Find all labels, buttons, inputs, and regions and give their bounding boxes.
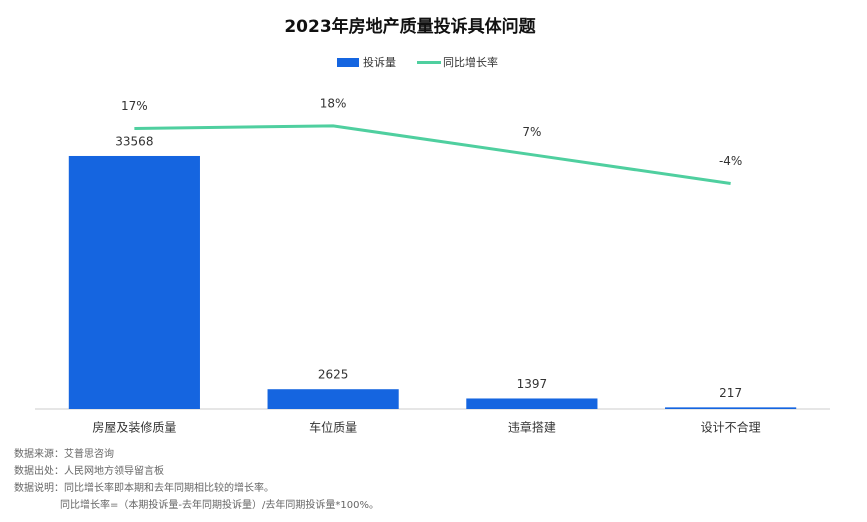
legend-swatch xyxy=(337,58,359,67)
data-label: 217 xyxy=(719,386,742,400)
x-tick-label: 违章搭建 xyxy=(508,420,556,435)
bar xyxy=(665,407,797,409)
data-label: 2625 xyxy=(318,368,349,382)
x-tick-label: 车位质量 xyxy=(309,420,357,435)
data-label: 17% xyxy=(121,99,148,113)
data-label: 7% xyxy=(522,125,541,139)
data-label: 1397 xyxy=(517,377,548,391)
x-tick-label: 设计不合理 xyxy=(701,420,761,435)
footnote: 数据来源：艾普思咨询 xyxy=(14,447,114,460)
data-label: -4% xyxy=(719,154,742,168)
legend-label: 同比增长率 xyxy=(443,55,498,69)
x-tick-label: 房屋及装修质量 xyxy=(92,420,176,435)
chart-title: 2023年房地产质量投诉具体问题 xyxy=(284,16,536,37)
bar xyxy=(466,398,598,409)
bar xyxy=(68,155,200,409)
footnote: 数据说明：同比增长率即本期和去年同期相比较的增长率。 xyxy=(14,481,274,494)
data-label: 33568 xyxy=(115,134,153,148)
line xyxy=(134,124,731,186)
legend-label: 投诉量 xyxy=(363,55,396,69)
footnote: 同比增长率=（本期投诉量-去年同期投诉量）/去年同期投诉量*100%。 xyxy=(60,498,379,511)
data-label: 18% xyxy=(320,96,347,110)
bar xyxy=(267,389,399,409)
footnote: 数据出处：人民网地方领导留言板 xyxy=(14,464,164,477)
